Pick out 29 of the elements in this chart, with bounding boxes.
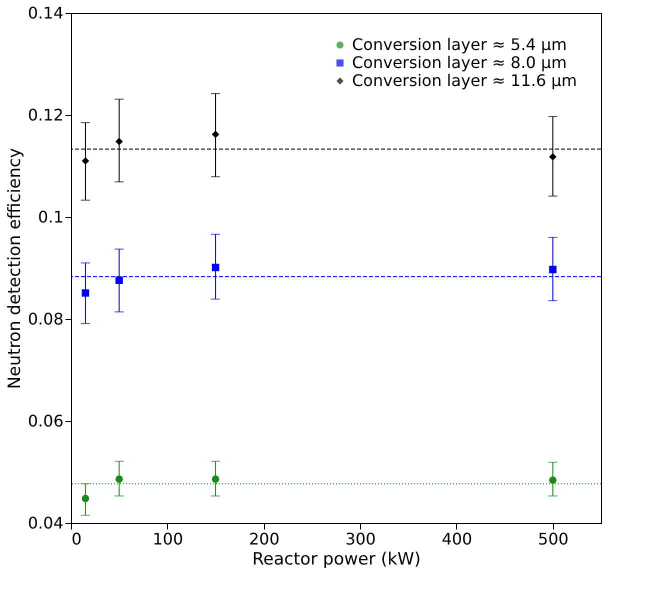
point [549,476,557,484]
x-tick-label: 500 [538,530,569,548]
point [212,475,220,483]
point [115,138,123,146]
x-tick-label: 200 [248,530,280,548]
point [212,130,220,138]
y-tick-label: 0.1 [38,208,64,226]
point [115,276,123,284]
point [82,494,90,502]
y-tick-label: 0.12 [28,106,64,124]
point [82,289,90,297]
x-tick-label: 0 [72,530,82,548]
legend-label: Conversion layer ≈ 11.6 µm [352,71,577,90]
y-tick-label: 0.14 [28,4,64,22]
point [549,153,557,161]
y-axis-title: Neutron detection efficiency [4,148,25,390]
x-axis-title: Reactor power (kW) [252,550,421,570]
point [82,157,90,165]
y-tick-label: 0.08 [28,310,64,328]
legend-label: Conversion layer ≈ 8.0 µm [352,53,567,72]
x-tick-label: 400 [442,530,472,548]
y-tick-label: 0.06 [28,412,64,430]
x-tick-label: 300 [345,530,376,548]
y-tick-label: 0.04 [28,514,64,532]
point [115,475,123,483]
x-tick-label: 100 [152,530,184,548]
point [212,264,220,272]
point [549,266,557,274]
legend-label: Conversion layer ≈ 5.4 µm [352,35,567,54]
